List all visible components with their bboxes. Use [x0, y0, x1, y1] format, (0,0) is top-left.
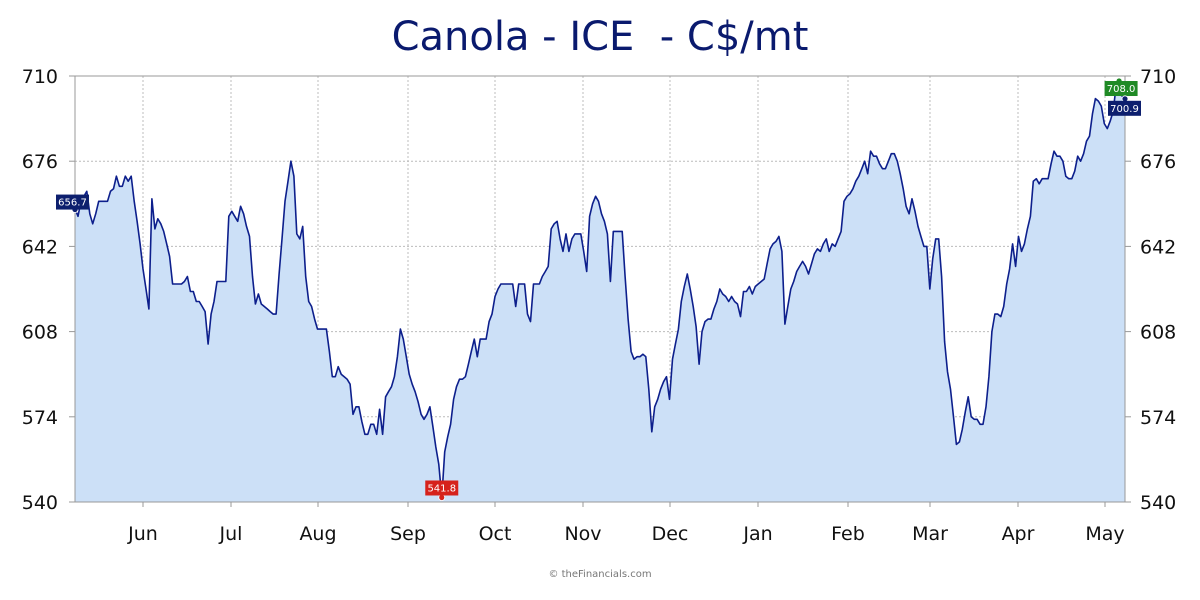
y-tick-label-right: 642: [1140, 236, 1176, 258]
price-line: [74, 80, 1126, 499]
high-price-flag-label: 708.0: [1107, 84, 1136, 95]
plot-frame: [74, 75, 1126, 503]
first-price-flag-label: 656.7: [58, 198, 87, 209]
last-price-flag-label: 700.9: [1110, 104, 1139, 115]
y-tick-label-left: 574: [22, 407, 58, 429]
chart-title: Canola - ICE - C$/mt: [391, 14, 809, 60]
source-credit: © theFinancials.com: [548, 569, 652, 580]
y-tick-label-left: 642: [22, 236, 58, 258]
y-tick-label-right: 710: [1140, 66, 1176, 88]
first-price-flag-box: [56, 194, 89, 210]
x-tick-label: Mar: [912, 523, 948, 545]
price-flags: 656.7 541.8 708.0 700.9: [56, 77, 1141, 501]
y-tick-label-right: 540: [1140, 492, 1176, 514]
x-tick-label: Jun: [127, 523, 158, 545]
x-tick-label: Nov: [564, 523, 601, 545]
high-price-flag-box: [1104, 81, 1138, 97]
y-tick-label-left: 710: [22, 66, 58, 88]
y-tick-label-left: 540: [22, 492, 58, 514]
low-price-flag-box: [425, 480, 459, 496]
low-price-flag-label: 541.8: [427, 483, 456, 494]
x-tick-label: Oct: [479, 523, 512, 545]
axis-ticks: 540 540 574 574 608 608 642 642 676 676 710 710 Jun J…: [22, 66, 1177, 545]
y-tick-label-right: 676: [1140, 151, 1176, 173]
x-tick-label: Feb: [831, 523, 865, 545]
y-tick-label-left: 608: [22, 322, 58, 344]
price-area: [75, 81, 1125, 502]
x-tick-label: Dec: [652, 523, 689, 545]
last-price-flag-box: [1108, 100, 1141, 116]
x-tick-label: May: [1085, 523, 1124, 545]
x-tick-label: Jul: [219, 523, 243, 545]
y-tick-label-left: 676: [22, 151, 58, 173]
x-tick-label: Aug: [299, 523, 336, 545]
x-tick-label: Apr: [1002, 523, 1035, 545]
y-tick-label-right: 608: [1140, 322, 1176, 344]
y-tick-label-right: 574: [1140, 407, 1176, 429]
x-tick-label: Jan: [742, 523, 772, 545]
x-tick-label: Sep: [390, 523, 426, 545]
